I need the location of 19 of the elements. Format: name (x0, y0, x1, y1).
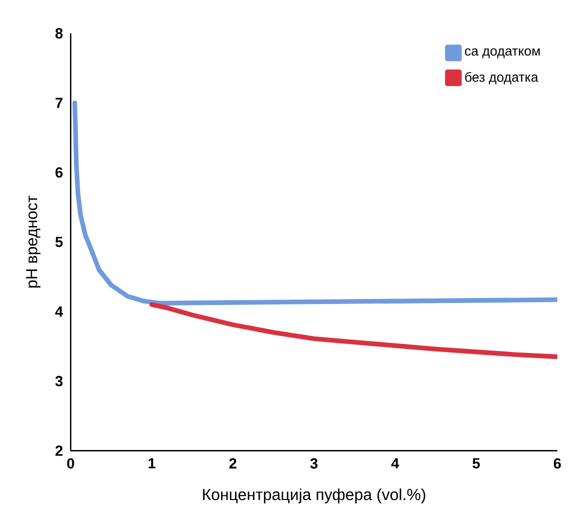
x-tick-label: 0 (67, 458, 74, 469)
y-tick-label: 3 (55, 376, 63, 386)
y-tick-label: 8 (55, 28, 63, 39)
line-series (149, 302, 558, 360)
legend-label: без додатка (465, 72, 538, 84)
legend-label: са додатком (464, 48, 540, 58)
x-tick-label: 5 (472, 458, 480, 468)
x-tick-label: 6 (554, 458, 561, 469)
x-tick-label: 1 (148, 458, 156, 468)
y-tick-label: 4 (55, 306, 64, 317)
y-axis-title: pH вредност (26, 196, 40, 288)
y-tick-label: 2 (55, 446, 63, 456)
y-tick-label: 6 (56, 167, 63, 178)
y-tick-label: 5 (55, 236, 63, 248)
x-tick-label: 2 (229, 458, 236, 468)
x-tick-label: 3 (310, 458, 318, 469)
x-tick-label: 4 (391, 458, 400, 468)
x-axis-title: Концентрација пуфера (vol.%) (203, 488, 426, 504)
y-tick-label: 7 (56, 98, 62, 108)
